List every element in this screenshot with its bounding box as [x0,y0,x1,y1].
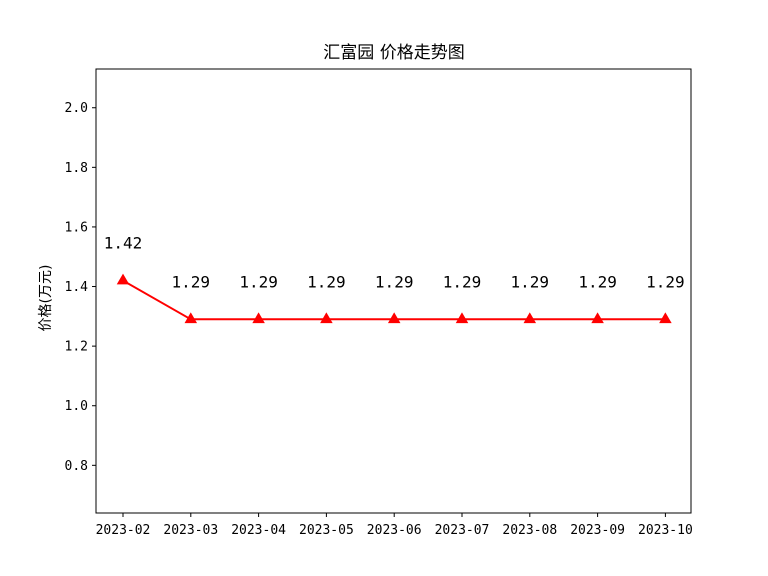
plot-area [95,68,692,514]
data-label: 1.29 [578,272,617,291]
y-axis-label: 价格(万元) [38,265,54,332]
y-tick-label: 1.8 [65,161,88,176]
data-point-marker [455,312,469,324]
data-label: 1.29 [239,272,278,291]
y-axis-ticks: 0.8 1.0 1.2 1.4 1.6 1.8 2.0 [65,101,96,474]
x-tick-label: 2023-04 [231,523,286,538]
data-point-marker [320,312,333,324]
chart-title: 汇富园 价格走势图 [323,43,464,63]
data-label: 1.29 [172,272,211,291]
data-point-marker [387,312,401,324]
y-tick-label: 1.6 [65,220,88,235]
data-label: 1.42 [104,234,143,253]
y-tick-label: 2.0 [65,101,88,116]
data-labels-group: 1.42 1.29 1.29 1.29 1.29 1.29 1.29 1.29 1.29 [104,234,685,292]
x-tick-label: 2023-02 [96,523,151,538]
data-point-marker [591,312,604,324]
y-tick-label: 1.2 [65,340,88,355]
data-point-marker [252,312,265,324]
series-line-group [116,273,672,324]
y-tick-label: 0.8 [65,459,88,474]
x-tick-label: 2023-08 [502,523,557,538]
data-point-marker [184,312,198,324]
data-point-marker [659,312,672,324]
data-label: 1.29 [443,272,482,291]
data-label: 1.29 [646,272,685,291]
data-label: 1.29 [375,272,414,291]
x-tick-label: 2023-07 [435,523,490,538]
data-point-marker [116,273,130,285]
x-tick-label: 2023-10 [638,523,693,538]
data-label: 1.29 [307,272,346,291]
x-tick-label: 2023-06 [367,523,422,538]
data-label: 1.29 [511,272,550,291]
x-tick-label: 2023-09 [570,523,625,538]
y-tick-label: 1.4 [65,280,89,295]
x-axis-ticks: 2023-02 2023-03 2023-04 2023-05 2023-06 2023-… [96,513,693,538]
x-tick-label: 2023-05 [299,523,354,538]
data-point-marker [523,312,537,324]
y-tick-label: 1.0 [65,399,88,414]
x-tick-label: 2023-03 [163,523,218,538]
